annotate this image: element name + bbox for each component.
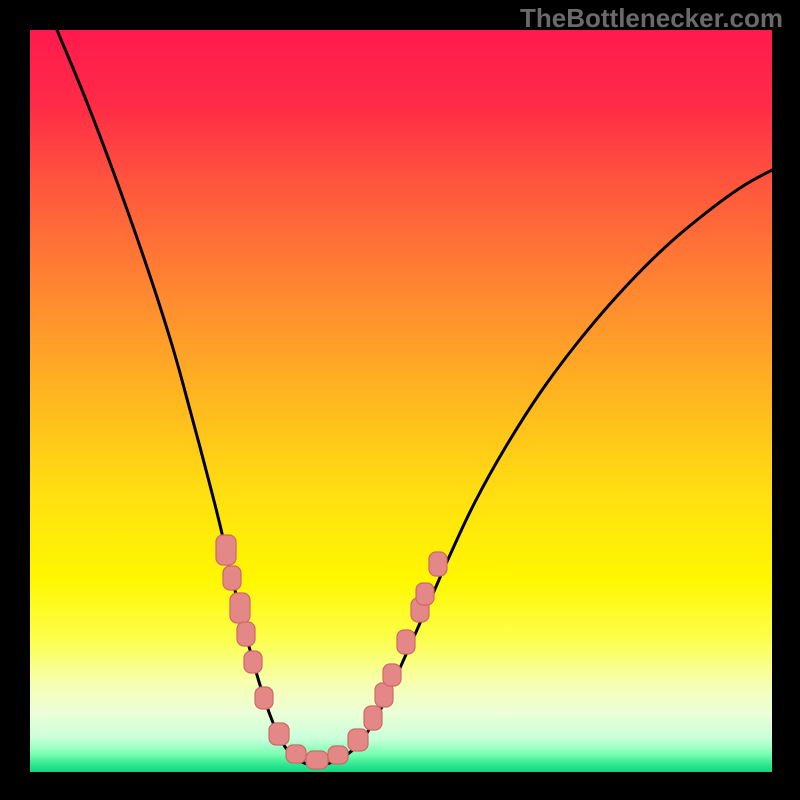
data-marker [397,630,415,654]
data-marker [216,535,236,565]
frame-bottom [0,772,800,800]
data-marker [255,687,273,709]
data-marker [286,745,306,763]
data-marker [348,729,368,751]
data-marker [364,706,382,730]
data-marker [230,593,250,623]
data-marker [223,566,241,590]
chart-plot-area [30,30,772,772]
chart-svg [30,30,772,772]
data-marker [429,552,447,576]
watermark-text: TheBottlenecker.com [520,3,783,34]
data-marker [269,723,289,745]
data-marker [416,583,434,605]
frame-left [0,0,30,800]
data-marker [237,622,255,646]
data-marker [244,651,262,673]
data-marker [328,746,348,764]
data-marker [306,751,328,769]
frame-right [772,0,800,800]
data-marker [383,664,401,686]
chart-background [30,30,772,772]
